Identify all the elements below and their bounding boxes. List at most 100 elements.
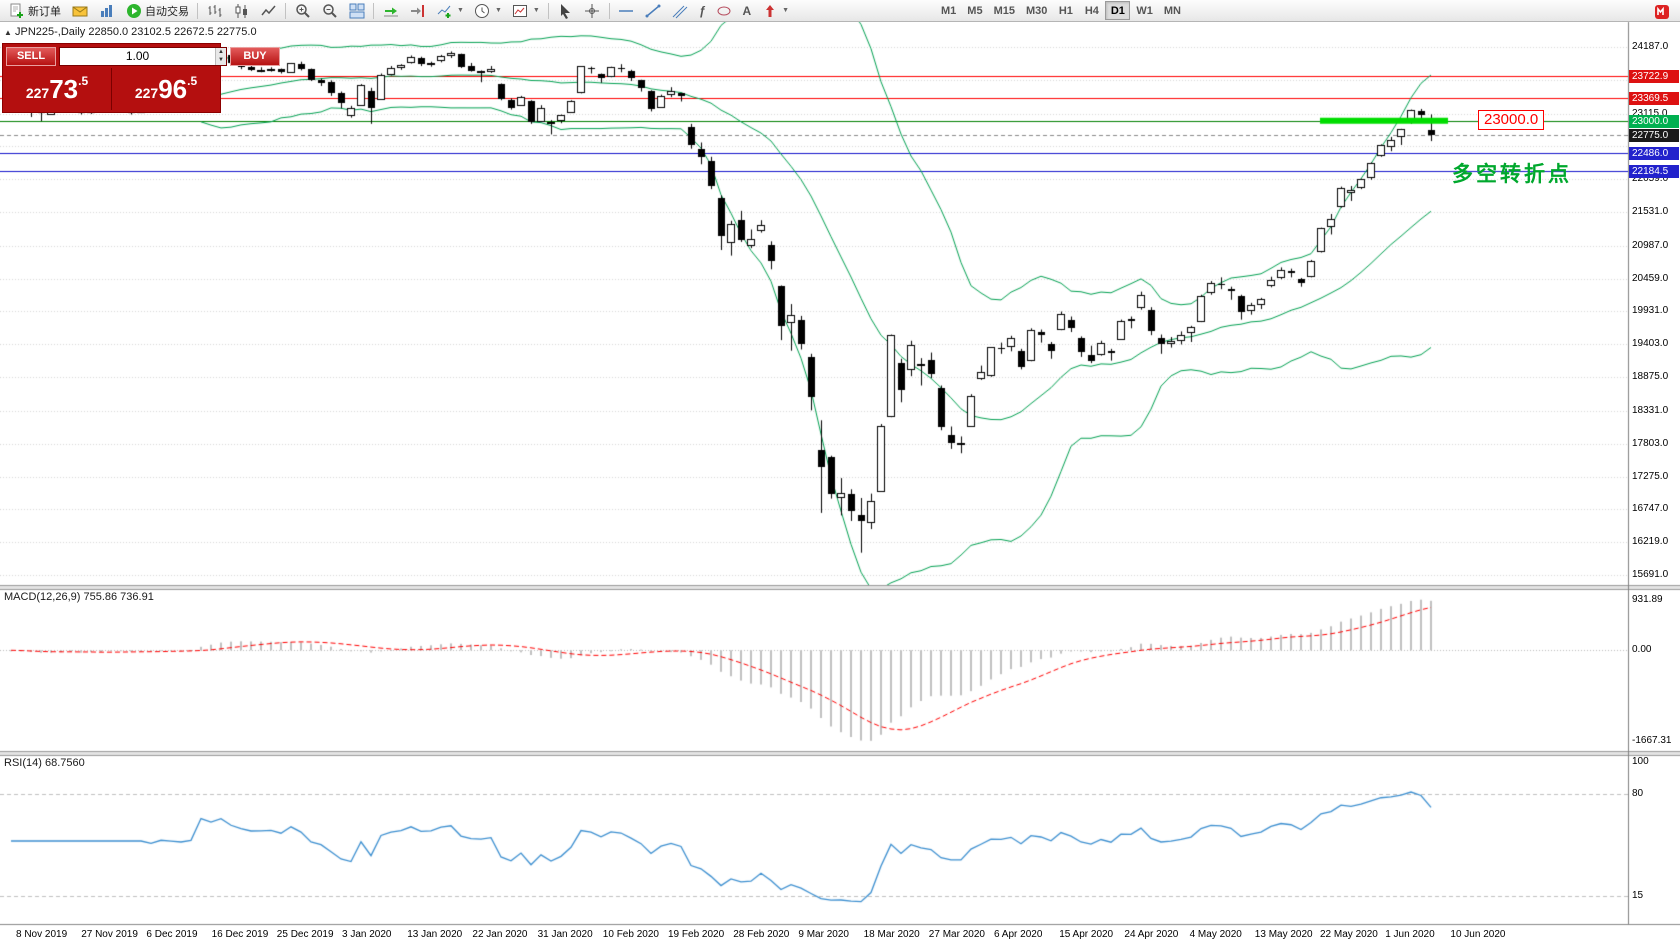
turning-point-annotation[interactable]: 多空转折点 bbox=[1452, 163, 1572, 186]
text-tool-button[interactable]: A bbox=[738, 1, 757, 21]
auto-trading-button[interactable]: 自动交易 bbox=[120, 1, 194, 21]
timeframe-group: M1 M5 M15 M30 H1 H4 D1 W1 MN bbox=[936, 1, 1187, 21]
time-axis-label: 9 Mar 2020 bbox=[798, 929, 849, 940]
sell-price-prefix: 227 bbox=[25, 85, 50, 101]
toolbar-separator bbox=[197, 2, 198, 19]
crosshair-icon bbox=[584, 2, 601, 19]
text-icon: A bbox=[742, 3, 752, 18]
auto-scroll-icon bbox=[382, 2, 399, 19]
volume-spinner: ▲ ▼ bbox=[215, 47, 226, 65]
channel-tool-button[interactable] bbox=[667, 1, 694, 21]
time-axis-label: 10 Jun 2020 bbox=[1450, 929, 1506, 940]
buy-price[interactable]: 22796.5 bbox=[112, 68, 220, 110]
time-axis-label: 3 Jan 2020 bbox=[342, 929, 392, 940]
candlestick-chart-button[interactable] bbox=[228, 1, 255, 21]
time-axis-label: 6 Dec 2019 bbox=[146, 929, 198, 940]
timeframe-button-h1[interactable]: H1 bbox=[1058, 5, 1073, 17]
dropdown-arrow-icon: ▼ bbox=[494, 7, 502, 14]
chart-ohlc-title: JPN225-,Daily 22850.0 23102.5 22672.5 22… bbox=[15, 26, 257, 38]
mail-button[interactable] bbox=[66, 1, 93, 21]
fibonacci-tool-button[interactable]: ƒ bbox=[694, 1, 711, 21]
zoom-out-button[interactable] bbox=[316, 1, 343, 21]
tile-windows-icon bbox=[348, 2, 365, 19]
time-axis-label: 19 Feb 2020 bbox=[668, 929, 725, 940]
time-axis-label: 27 Nov 2019 bbox=[81, 929, 138, 940]
time-axis-label: 28 Feb 2020 bbox=[733, 929, 790, 940]
dropdown-arrow-icon: ▼ bbox=[782, 7, 790, 14]
auto-scroll-button[interactable] bbox=[377, 1, 404, 21]
price-axis-label: 20987.0 bbox=[1632, 239, 1669, 251]
zoom-in-icon bbox=[294, 2, 311, 19]
timeframe-button-m15[interactable]: M15 bbox=[993, 5, 1015, 17]
chart-shift-button[interactable] bbox=[404, 1, 431, 21]
new-order-button[interactable]: 新订单 bbox=[3, 1, 66, 21]
time-axis-label: 4 May 2020 bbox=[1189, 929, 1242, 940]
timeframe-button-mn[interactable]: MN bbox=[1163, 5, 1181, 17]
buy-price-prefix: 227 bbox=[134, 85, 159, 101]
price-badge-red: 23722.9 bbox=[1629, 69, 1679, 83]
charts-button[interactable] bbox=[93, 1, 120, 21]
timeframe-button-m1[interactable]: M1 bbox=[941, 5, 957, 17]
price-axis-label: 15691.0 bbox=[1632, 568, 1669, 580]
price-annotation-label[interactable]: 23000.0 bbox=[1478, 110, 1545, 130]
horizontal-line-tool-button[interactable] bbox=[613, 1, 640, 21]
sell-button[interactable]: SELL bbox=[6, 46, 56, 66]
price-axis-label: 16219.0 bbox=[1632, 536, 1669, 548]
rsi-axis-label: 100 bbox=[1632, 756, 1649, 767]
periods-button[interactable]: ▼ bbox=[469, 1, 507, 21]
crosshair-button[interactable] bbox=[579, 1, 606, 21]
volume-down-arrow[interactable]: ▼ bbox=[216, 56, 226, 65]
macd-axis-label: 931.89 bbox=[1632, 593, 1663, 605]
price-axis-label: 17275.0 bbox=[1632, 470, 1669, 482]
indicators-button[interactable]: ▼ bbox=[431, 1, 469, 21]
fibonacci-icon: ƒ bbox=[698, 3, 706, 18]
toolbar-separator bbox=[285, 2, 286, 19]
zoom-in-button[interactable] bbox=[289, 1, 316, 21]
rsi-axis-label: 15 bbox=[1632, 890, 1644, 902]
rsi-indicator-header[interactable]: RSI(14) 68.7560 bbox=[4, 757, 85, 769]
one-click-collapse-arrow[interactable]: ▲ bbox=[4, 28, 12, 37]
trendline-tool-button[interactable] bbox=[640, 1, 667, 21]
equidistant-channel-icon bbox=[672, 2, 689, 19]
timeframe-button-m5[interactable]: M5 bbox=[967, 5, 983, 17]
dropdown-arrow-icon: ▼ bbox=[457, 7, 464, 14]
timeframe-button-h4[interactable]: H4 bbox=[1084, 5, 1099, 17]
price-axis-label: 16747.0 bbox=[1632, 503, 1669, 515]
line-chart-icon bbox=[260, 2, 277, 19]
price-badge-blue: 22486.0 bbox=[1629, 146, 1679, 160]
macd-indicator-header[interactable]: MACD(12,26,9) 755.86 736.91 bbox=[4, 591, 154, 603]
candlestick-icon bbox=[233, 2, 250, 19]
cursor-icon bbox=[557, 2, 574, 19]
mql5-community-icon[interactable] bbox=[1653, 3, 1670, 20]
time-axis-label: 31 Jan 2020 bbox=[537, 929, 593, 940]
volume-field: ▲ ▼ bbox=[59, 46, 227, 66]
timeframe-button-m30[interactable]: M30 bbox=[1025, 5, 1048, 17]
current-price-badge: 22775.0 bbox=[1629, 128, 1679, 142]
volume-input[interactable] bbox=[60, 47, 215, 65]
sell-price-big: 73 bbox=[49, 74, 79, 104]
templates-button[interactable]: ▼ bbox=[507, 1, 545, 21]
chart-shift-icon bbox=[409, 2, 426, 19]
time-axis-label: 22 May 2020 bbox=[1320, 929, 1378, 940]
timeframe-button-d1[interactable]: D1 bbox=[1105, 1, 1131, 20]
time-axis-label: 25 Dec 2019 bbox=[276, 929, 334, 940]
buy-price-big: 96 bbox=[158, 74, 188, 104]
horizontal-line-icon bbox=[618, 2, 635, 19]
line-chart-button[interactable] bbox=[255, 1, 282, 21]
tile-windows-button[interactable] bbox=[343, 1, 370, 21]
cursor-button[interactable] bbox=[552, 1, 579, 21]
arrows-tool-button[interactable]: ▼ bbox=[756, 1, 794, 21]
buy-button[interactable]: BUY bbox=[230, 46, 280, 66]
auto-trading-label: 自动交易 bbox=[145, 5, 189, 18]
bar-chart-button[interactable] bbox=[201, 1, 228, 21]
time-axis-label: 1 Jun 2020 bbox=[1385, 929, 1435, 940]
time-axis-label: 24 Apr 2020 bbox=[1124, 929, 1179, 940]
sell-price[interactable]: 22773.5 bbox=[3, 68, 111, 110]
price-axis-label: 18875.0 bbox=[1632, 371, 1669, 383]
volume-up-arrow[interactable]: ▲ bbox=[216, 47, 226, 56]
timeframe-button-w1[interactable]: W1 bbox=[1136, 5, 1153, 17]
shapes-tool-button[interactable] bbox=[711, 1, 738, 21]
time-axis-label: 8 Nov 2019 bbox=[16, 929, 68, 940]
buy-price-sup: .5 bbox=[187, 74, 198, 88]
